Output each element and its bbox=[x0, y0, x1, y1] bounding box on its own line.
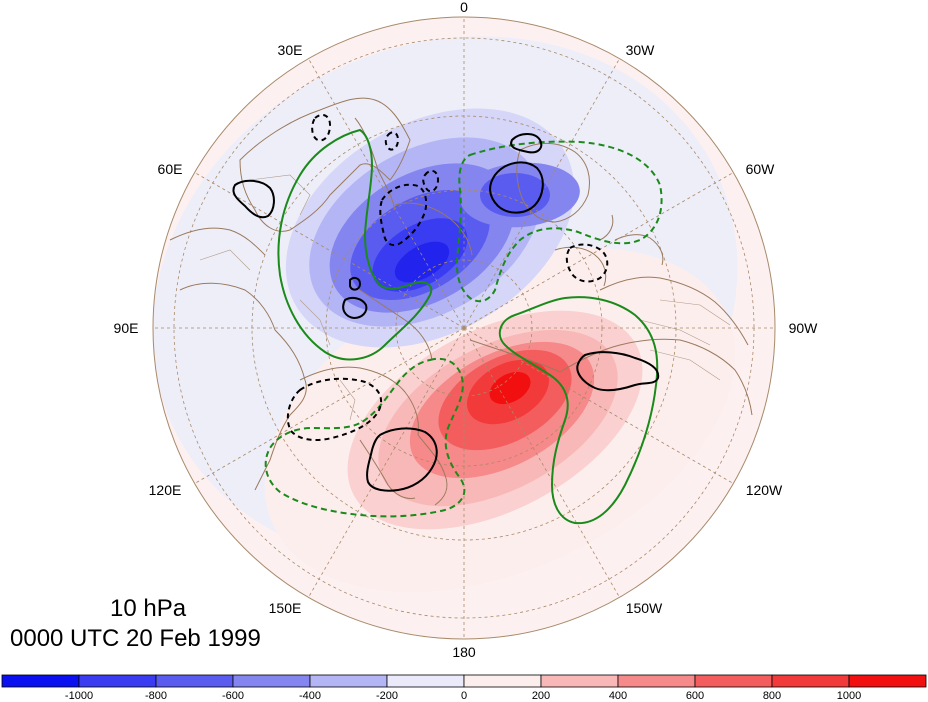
colorbar-box bbox=[309, 674, 388, 688]
lon-label-120w: 120W bbox=[746, 482, 783, 498]
lon-label-120e: 120E bbox=[149, 482, 182, 498]
colorbar: -1000 -800 -600 -400 -200 0 200 400 600 800 1000 bbox=[1, 674, 927, 702]
colorbar-box bbox=[463, 674, 542, 688]
colorbar-label: 800 bbox=[763, 690, 781, 702]
colorbar-box bbox=[617, 674, 696, 688]
longitude-labels: 0 30W 60W 90W 120W 150W 180 150E 120E 90… bbox=[114, 0, 819, 660]
lon-label-60e: 60E bbox=[158, 161, 183, 177]
colorbar-box bbox=[771, 674, 850, 688]
lon-label-90w: 90W bbox=[789, 320, 819, 336]
green-solid-contours bbox=[277, 128, 659, 525]
title-level: 10 hPa bbox=[110, 595, 187, 622]
lon-label-30w: 30W bbox=[626, 42, 656, 58]
lon-label-150e: 150E bbox=[269, 600, 302, 616]
colorbar-box bbox=[848, 674, 927, 688]
lon-label-60w: 60W bbox=[746, 161, 776, 177]
colorbar-label: 1000 bbox=[837, 690, 861, 702]
colorbar-label: -800 bbox=[145, 690, 167, 702]
colorbar-label: 0 bbox=[461, 690, 467, 702]
borders bbox=[199, 174, 731, 421]
colorbar-label: -200 bbox=[376, 690, 398, 702]
meridians bbox=[153, 17, 775, 639]
positive-anomaly bbox=[347, 310, 643, 530]
colorbar-box bbox=[540, 674, 619, 688]
lon-label-150w: 150W bbox=[626, 600, 663, 616]
lon-label-30e: 30E bbox=[278, 42, 303, 58]
black-solid-contours bbox=[232, 133, 660, 492]
colorbar-label: 600 bbox=[686, 690, 704, 702]
colorbar-box bbox=[694, 674, 773, 688]
lon-label-180: 180 bbox=[452, 644, 476, 660]
colorbar-label: 400 bbox=[609, 690, 627, 702]
negative-anomaly bbox=[285, 108, 580, 348]
colorbar-label: 200 bbox=[532, 690, 550, 702]
map-boundary bbox=[152, 16, 776, 640]
green-dashed-contours bbox=[264, 140, 663, 518]
colorbar-label: -1000 bbox=[65, 690, 93, 702]
colorbar-label: -600 bbox=[222, 690, 244, 702]
colorbar-box bbox=[232, 674, 311, 688]
colorbar-box bbox=[78, 674, 157, 688]
colorbar-box bbox=[386, 674, 465, 688]
lon-label-90e: 90E bbox=[114, 320, 139, 336]
colorbar-box bbox=[155, 674, 234, 688]
colorbar-box bbox=[1, 674, 80, 688]
title-time: 0000 UTC 20 Feb 1999 bbox=[10, 625, 261, 652]
colorbar-label: -400 bbox=[299, 690, 321, 702]
black-dashed-contours bbox=[286, 113, 609, 441]
map-disc bbox=[153, 17, 775, 639]
lon-label-0: 0 bbox=[460, 0, 468, 15]
